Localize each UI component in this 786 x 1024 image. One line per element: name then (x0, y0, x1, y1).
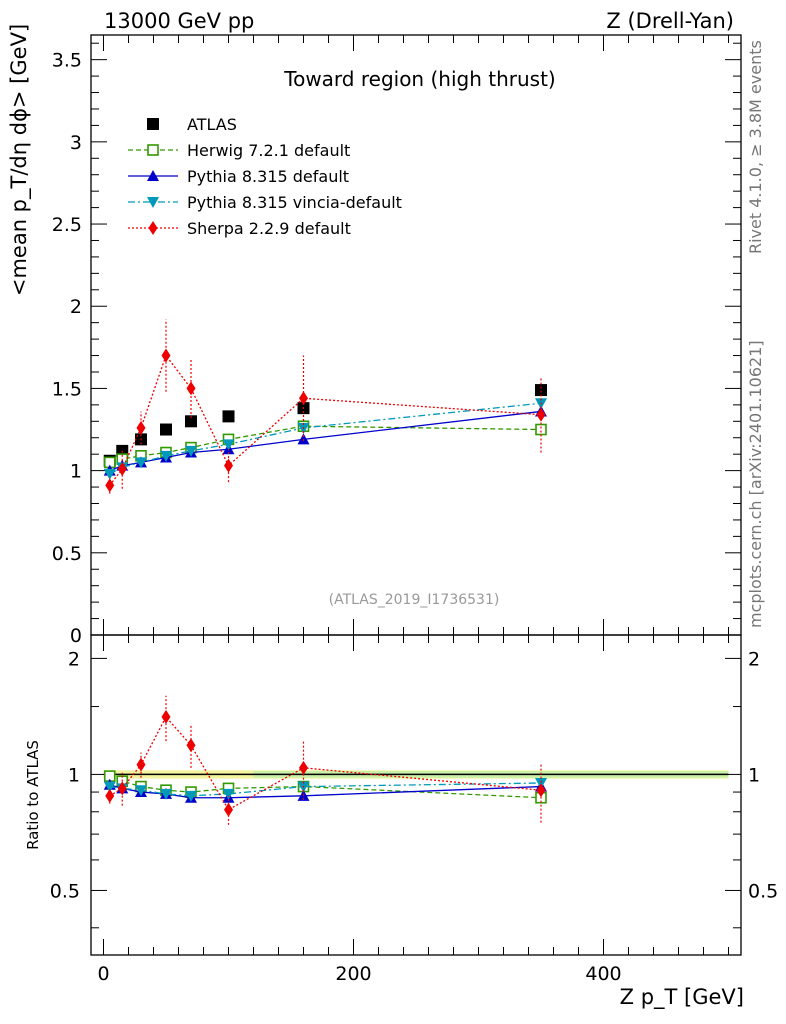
main-y-tick-label: 1 (70, 461, 82, 483)
main-pythia-8-315-vincia-default-line (109, 402, 542, 475)
legend-herwig-7-2-1-default-item: Herwig 7.2.1 default (128, 141, 350, 160)
x-axis-label: Z p_T [GeV] (620, 985, 744, 1010)
ratio-reference-band (103, 770, 729, 779)
legend-atlas-item: ATLAS (147, 115, 237, 134)
legend-herwig-7-2-1-default-label: Herwig 7.2.1 default (187, 141, 350, 160)
main-pythia-8-315-default-line (109, 410, 542, 472)
ratio-sherpa-2-2-9-default-point (536, 783, 546, 798)
main-y-axis-label: <mean p_T/dη dϕ> [GeV] (7, 24, 32, 296)
main-pythia-8-315-vincia-default-point (222, 439, 235, 451)
main-sherpa-2-2-9-default-point (136, 420, 146, 435)
legend-atlas-label: ATLAS (187, 115, 237, 134)
legend-pythia-8-315-default-item: Pythia 8.315 default (128, 167, 349, 186)
main-sherpa-2-2-9-default-point (161, 348, 171, 363)
main-sherpa-2-2-9-default-point (536, 407, 546, 422)
main-pythia-8-315-vincia-default-point (185, 445, 197, 457)
main-sherpa-2-2-9-default-line (109, 354, 542, 486)
ratio-pythia-8-315-vincia-default-point (160, 788, 172, 800)
ratio-y-tick-label-left: 0.5 (50, 880, 80, 902)
main-atlas-series (103, 384, 547, 467)
analysis-watermark: (ATLAS_2019_I1736531) (329, 592, 500, 608)
legend-sherpa-2-2-9-default-item: Sherpa 2.2.9 default (128, 219, 351, 238)
chart-title: Toward region (high thrust) (283, 67, 555, 91)
mcplots-label: mcplots.cern.ch [arXiv:2401.10621] (746, 340, 765, 628)
main-pythia-8-315-vincia-default-point (103, 468, 116, 480)
x-tick-label: 0 (97, 963, 109, 985)
ratio-pythia-8-315-vincia-default-point (222, 788, 235, 800)
ratio-sherpa-2-2-9-default-point (105, 788, 115, 803)
ratio-pythia-8-315-vincia-default-point (185, 790, 197, 802)
ratio-pythia-8-315-vincia-default-point (103, 781, 116, 793)
header-process: Z (Drell-Yan) (606, 9, 734, 33)
ratio-sherpa-2-2-9-default-series (105, 695, 546, 825)
legend-sherpa-2-2-9-default-marker (148, 221, 158, 235)
main-y-tick-label: 0 (70, 625, 82, 647)
axis-ticks: 0 0.5 1 1.5 2 2.5 3 3.5 0 200 400 0.5 0.5 1 1 2 2 (50, 35, 778, 985)
legend-pythia-8-315-vincia-default-item: Pythia 8.315 vincia-default (128, 193, 402, 212)
ratio-y-tick-label-right: 1 (748, 764, 760, 786)
ratio-sherpa-2-2-9-default-point (186, 738, 196, 753)
main-pythia-8-315-vincia-default-point (160, 450, 172, 462)
main-herwig-7-2-1-default-point (535, 423, 547, 436)
main-pythia-8-315-vincia-default-point (135, 457, 147, 469)
main-pythia-8-315-default-series (103, 405, 547, 476)
main-y-tick-label: 0.5 (52, 543, 82, 565)
main-y-tick-label: 1.5 (52, 378, 82, 400)
ratio-data-series (103, 695, 547, 825)
ratio-sherpa-2-2-9-default-line (109, 715, 542, 811)
main-sherpa-2-2-9-default-point (224, 458, 233, 473)
ratio-y-axis-label: Ratio to ATLAS (24, 740, 42, 850)
main-y-tick-label: 3.5 (52, 50, 82, 72)
main-atlas-point (535, 384, 547, 397)
main-pythia-8-315-vincia-default-series (103, 398, 547, 480)
main-sherpa-2-2-9-default-point (299, 391, 308, 406)
legend-pythia-8-315-default-marker (147, 170, 159, 181)
header-energy: 13000 GeV pp (104, 9, 254, 33)
main-y-tick-label: 2 (70, 296, 82, 318)
legend-pythia-8-315-vincia-default-marker (147, 197, 159, 208)
main-herwig-7-2-1-default-line (109, 425, 542, 464)
legend-herwig-7-2-1-default-marker (147, 144, 159, 156)
main-atlas-point (222, 410, 235, 423)
x-tick-label: 400 (585, 963, 621, 985)
ratio-y-tick-label-left: 1 (68, 764, 80, 786)
main-y-tick-label: 2.5 (52, 214, 82, 236)
ratio-y-tick-label-right: 2 (748, 648, 760, 670)
ratio-sherpa-2-2-9-default-point (224, 802, 233, 817)
ratio-y-tick-label-right: 0.5 (748, 880, 778, 902)
legend-pythia-8-315-default-label: Pythia 8.315 default (187, 167, 349, 186)
legend-atlas-marker (147, 118, 159, 130)
main-sherpa-2-2-9-default-point (117, 461, 127, 476)
ratio-sherpa-2-2-9-default-point (136, 757, 146, 772)
main-y-tick-label: 3 (70, 132, 82, 154)
ratio-sherpa-2-2-9-default-point (161, 709, 171, 724)
rivet-label: Rivet 4.1.0, ≥ 3.8M events (746, 40, 765, 254)
legend: ATLAS Herwig 7.2.1 default Pythia 8.315 de… (128, 115, 402, 238)
main-atlas-point (160, 423, 172, 436)
main-sherpa-2-2-9-default-point (186, 381, 196, 396)
ratio-y-tick-label-left: 2 (68, 648, 80, 670)
ratio-pythia-8-315-vincia-default-point (135, 785, 147, 797)
main-atlas-point (185, 415, 197, 428)
main-sherpa-2-2-9-default-point (105, 478, 115, 493)
main-pythia-8-315-default-point (297, 433, 310, 445)
legend-sherpa-2-2-9-default-label: Sherpa 2.2.9 default (187, 219, 351, 238)
main-sherpa-2-2-9-default-series (105, 319, 546, 494)
ratio-sherpa-2-2-9-default-point (299, 760, 308, 775)
legend-pythia-8-315-vincia-default-label: Pythia 8.315 vincia-default (187, 193, 402, 212)
x-tick-label: 200 (335, 963, 371, 985)
main-data-series (103, 319, 547, 494)
ratio-plot-frame (90, 634, 742, 956)
ratio-sherpa-2-2-9-default-point (117, 781, 127, 796)
